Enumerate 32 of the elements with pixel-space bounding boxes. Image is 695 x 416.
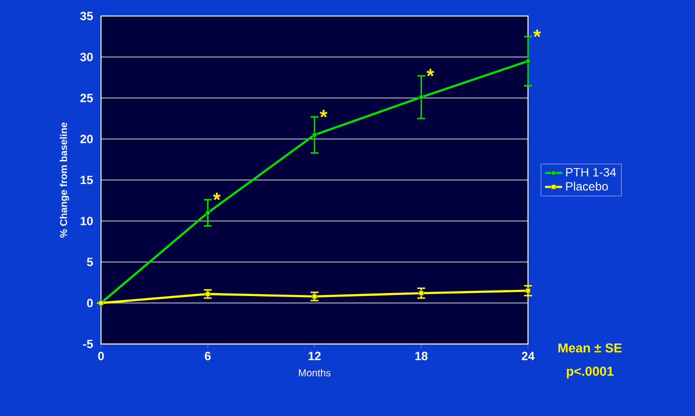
point [205,210,210,216]
annotation: * [533,30,541,37]
annotation: * [320,110,328,118]
legend-label: PTH 1-34 [566,168,616,176]
y-axis-title: % Change from baseline [60,122,70,238]
point [526,58,530,64]
y-tick-label: 5 [86,258,93,266]
point [205,291,210,296]
x-tick-label: 24 [522,352,535,360]
x-tick-label: 0 [98,352,104,360]
x-tick-label: 12 [308,352,321,360]
y-tick-label: 35 [80,12,93,20]
y-tick-label: 15 [80,176,93,184]
legend-label: Placebo [566,182,608,191]
x-axis-title: Months [298,369,330,376]
y-tick-label: 30 [80,52,93,62]
text: p<.0001 [566,366,614,378]
point [312,132,317,138]
point [526,288,530,294]
x-tick-label: 6 [204,352,211,360]
point [312,294,317,299]
y-tick-label: -5 [83,340,93,348]
annotation: * [212,192,221,200]
y-tick-label: 25 [80,94,93,102]
point [418,94,424,100]
y-tick-label: 10 [80,216,93,226]
point [418,290,424,296]
y-tick-label: 0 [87,298,93,308]
annotation: * [426,68,434,76]
y-tick-label: 20 [80,134,93,144]
x-tick-label: 18 [415,352,428,360]
text: Mean ± SE [558,343,622,353]
